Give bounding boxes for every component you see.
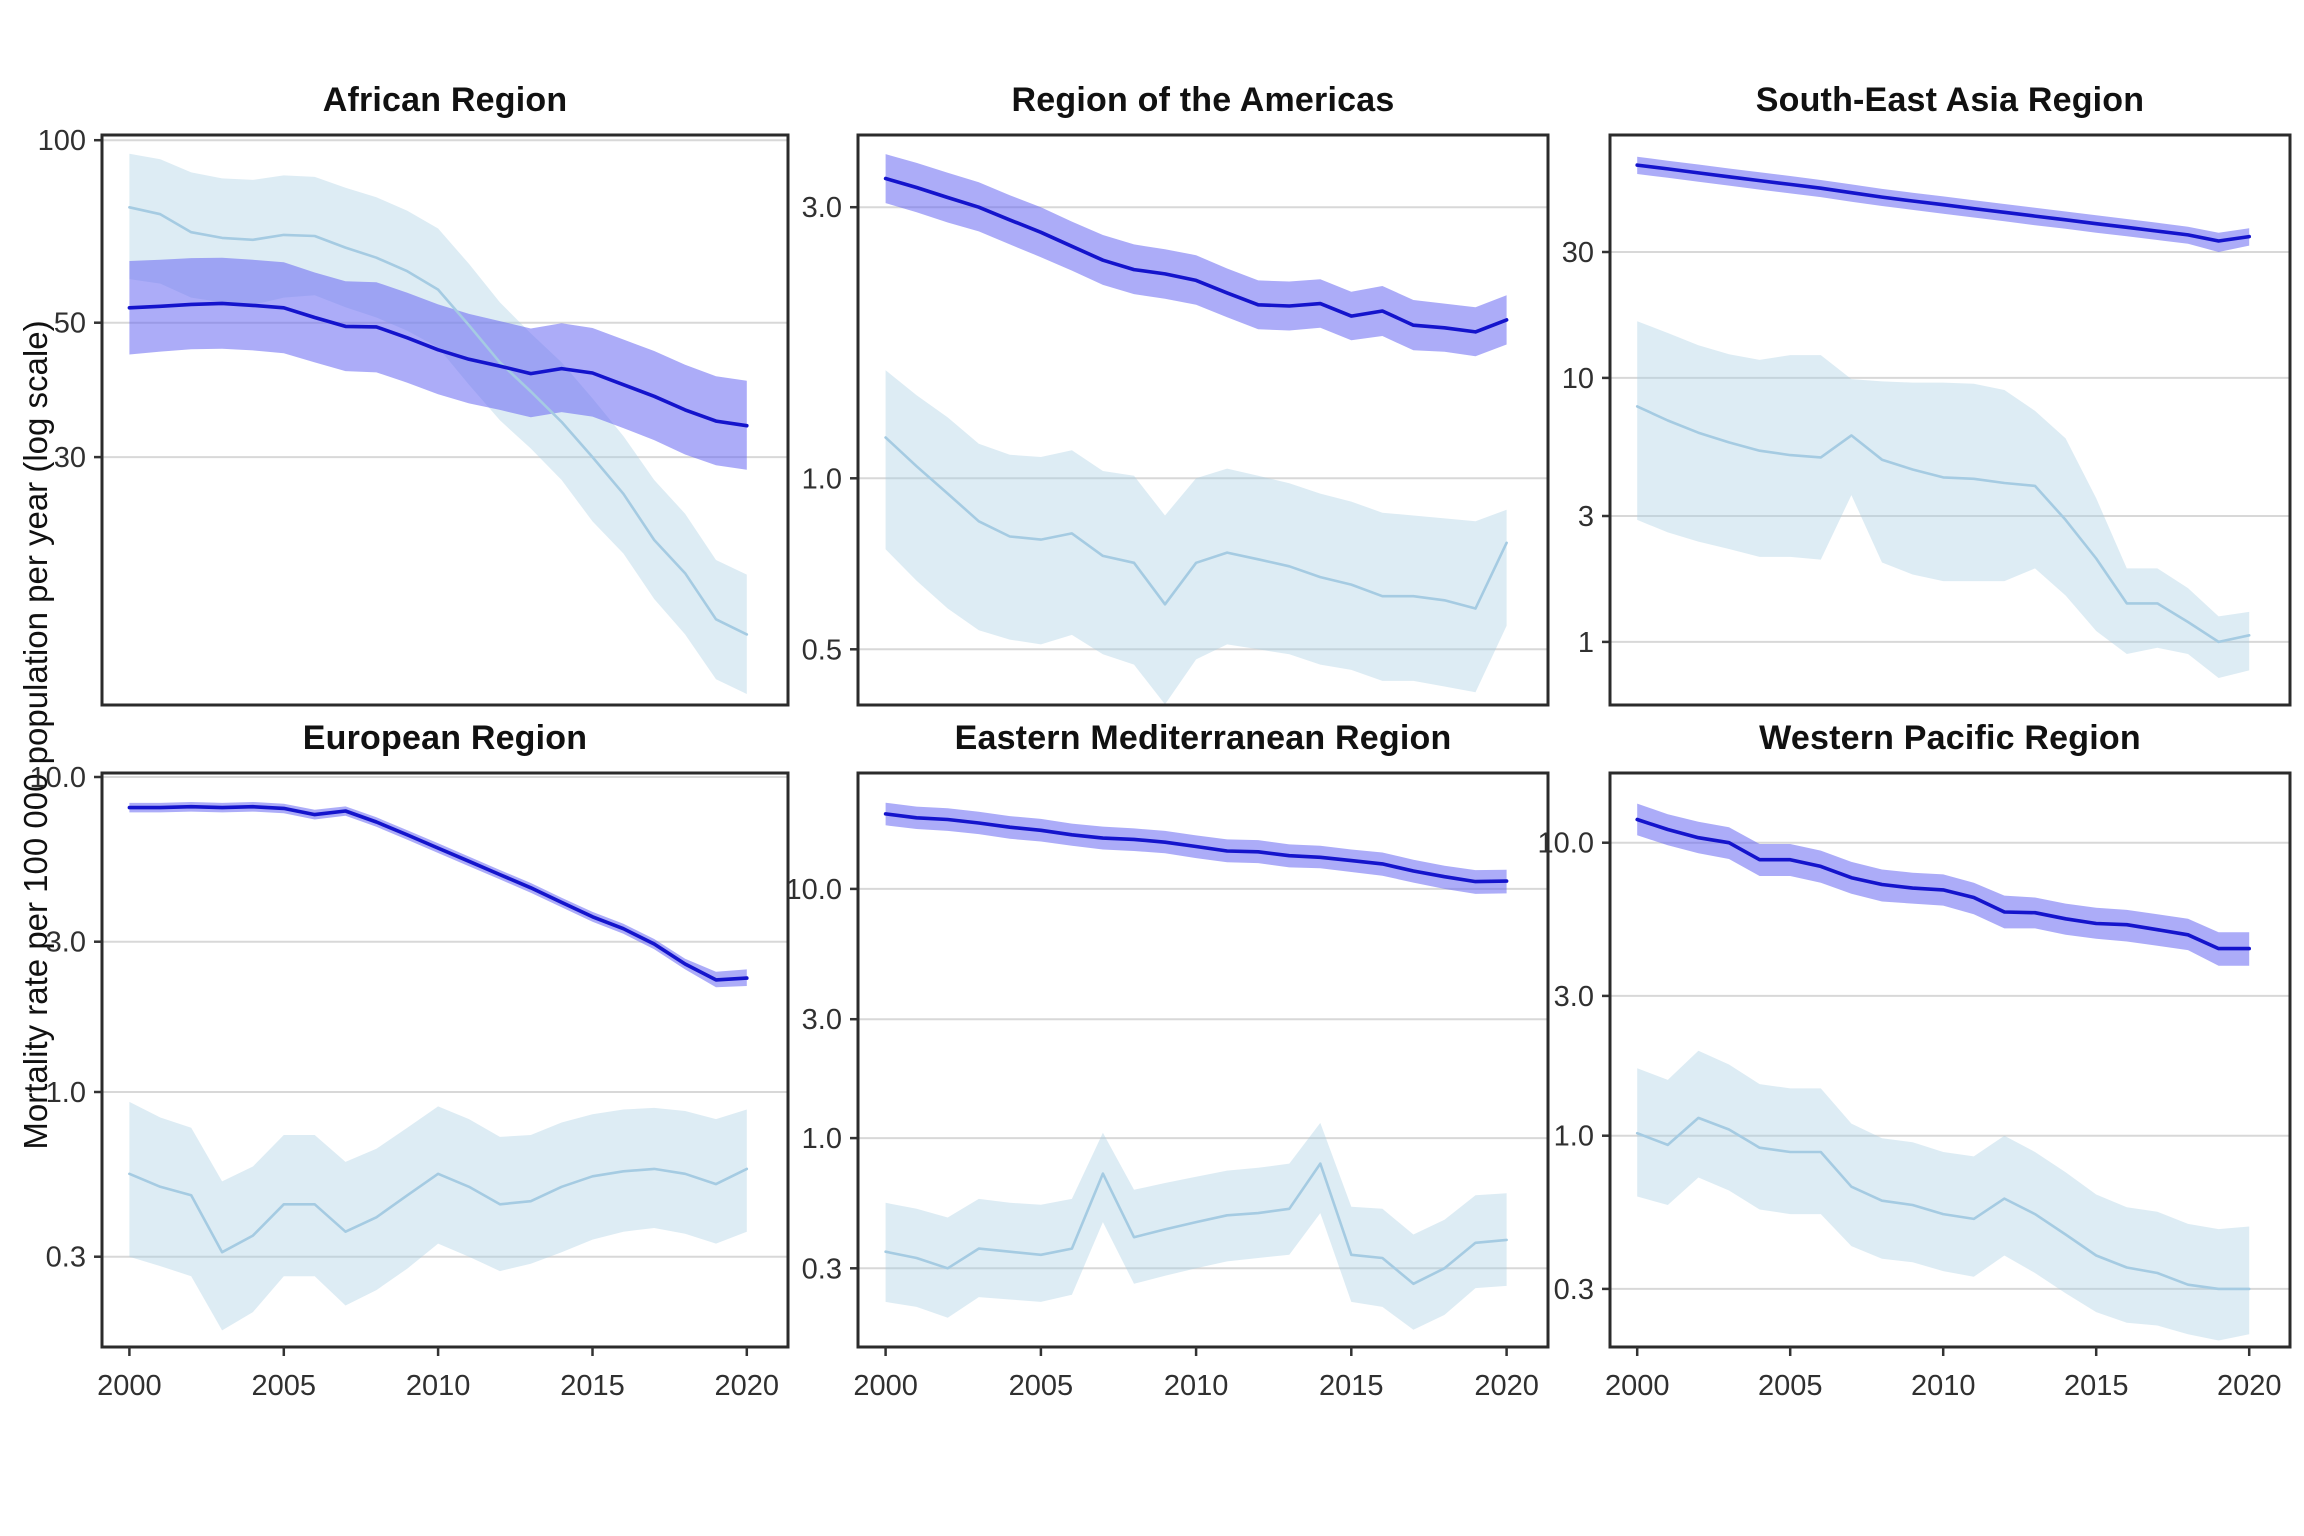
plot-panel-western-pacific-region: 10.0 3.0 1.0 0.3 2000 2005 2010 2015 2020 [1538,771,2292,1402]
plot-panel-african-region: 100 50 30 [38,125,790,707]
dark_blue_line [127,804,749,982]
y-tick-label: 0.3 [802,1253,842,1285]
panel-border [1608,771,2292,1349]
y-tick-label: 1.0 [802,463,842,495]
y-tick-label: 1.0 [1554,1121,1594,1153]
y-tick-label: 10.0 [1538,828,1594,860]
panel-border [1608,133,2292,707]
panel-title-european-region: European Region [302,719,588,757]
y-tick-label: 30 [1562,237,1594,269]
light_blue_line [128,206,749,636]
plot-panel-european-region: 10.0 3.0 1.0 0.3 2000 2005 2010 2015 2020 [30,762,790,1402]
plot-panel-region-of-the-americas: 3.0 1.0 0.5 [802,133,1550,707]
y-tick-label: 10.0 [786,874,842,906]
panel-border [856,771,1550,1349]
x-tick-label: 2020 [715,1370,780,1402]
plot-panel-south-east-asia-region: 30 10 3 1 [1562,133,2292,707]
x-tick-label: 2000 [1605,1370,1670,1402]
panel-title-western-pacific-region: Western Pacific Region [1759,719,2141,757]
plot-panel-eastern-mediterranean-region: 10.0 3.0 1.0 0.3 2000 2005 2010 2015 2020 [786,771,1550,1402]
y-tick-label: 1.0 [802,1123,842,1155]
x-tick-label: 2005 [252,1370,317,1402]
panel-title-south-east-asia-region: South-East Asia Region [1755,81,2145,119]
dark_blue_line [883,812,1509,884]
y-tick-label: 0.5 [802,634,842,666]
light_blue_line [884,1162,1508,1286]
x-tick-label: 2015 [560,1370,625,1402]
confidence-band [1637,1050,2250,1341]
y-tick-label: 3.0 [46,927,86,959]
x-tick-label: 2020 [2217,1370,2282,1402]
y-tick-label: 3.0 [802,1004,842,1036]
y-tick-label: 3.0 [1554,981,1594,1013]
confidence-band [129,1101,747,1331]
y-tick-label: 50 [54,308,86,340]
y-tick-label: 100 [38,125,86,157]
y-tick-label: 0.3 [46,1242,86,1274]
dark_blue_line [1635,163,2252,243]
x-tick-label: 2005 [1758,1370,1823,1402]
x-tick-label: 2010 [406,1370,471,1402]
confidence-band [1637,321,2250,678]
y-tick-label: 3 [1578,501,1594,533]
dark_blue_line [1635,817,2252,951]
confidence-band [885,370,1507,705]
panel-border [100,771,790,1349]
panel-title-region-of-the-americas: Region of the Americas [1011,81,1395,119]
x-tick-label: 2005 [1009,1370,1074,1402]
panel-title-african-region: African Region [322,81,568,119]
y-tick-label: 3.0 [802,192,842,224]
x-tick-label: 2010 [1164,1370,1229,1402]
light_blue_line [1635,405,2251,644]
y-tick-label: 30 [54,442,86,474]
y-tick-label: 10.0 [30,762,86,794]
confidence-band [129,257,747,470]
confidence-band [1637,803,2250,966]
confidence-band [885,154,1507,357]
light_blue_line [884,436,1508,610]
panel-title-eastern-mediterranean-region: Eastern Mediterranean Region [954,719,1452,757]
panel-border [100,133,790,707]
dark_blue_line [883,176,1509,334]
y-tick-label: 10 [1562,363,1594,395]
panel-border [856,133,1550,707]
confidence-band [885,1122,1507,1330]
confidence-band [129,802,747,988]
x-tick-label: 2000 [97,1370,162,1402]
x-tick-label: 2015 [1319,1370,1384,1402]
x-tick-label: 2015 [2064,1370,2129,1402]
x-tick-label: 2010 [1911,1370,1976,1402]
light_blue_line [128,1167,749,1254]
light_blue_line [1635,1116,2251,1291]
y-tick-label: 1 [1578,627,1594,659]
x-tick-label: 2000 [853,1370,918,1402]
y-tick-label: 1.0 [46,1077,86,1109]
dark_blue_line [127,301,749,428]
y-tick-label: 0.3 [1554,1274,1594,1306]
x-tick-label: 2020 [1474,1370,1539,1402]
